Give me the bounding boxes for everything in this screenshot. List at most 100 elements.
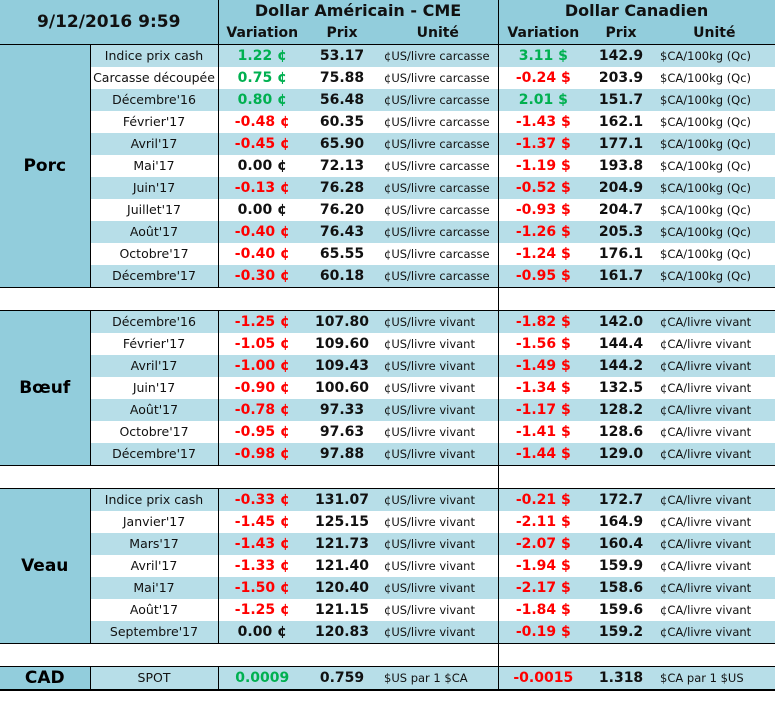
- spacer-cell: [0, 643, 499, 667]
- usd-price: 65.55: [306, 243, 379, 265]
- usd-variation: 0.00 ¢: [218, 155, 307, 177]
- usd-variation: -1.00 ¢: [218, 355, 307, 377]
- cad-variation: -0.24 $: [498, 67, 589, 89]
- usd-price: 109.60: [306, 333, 379, 355]
- usd-unit: ¢US/livre vivant: [378, 511, 499, 533]
- usd-unit: ¢US/livre vivant: [378, 621, 499, 644]
- cad-unit: ¢CA/livre vivant: [654, 399, 775, 421]
- cad-variation: 2.01 $: [498, 89, 589, 111]
- section-label-porc: Porc: [0, 44, 91, 288]
- cad-unit: ¢CA/livre vivant: [654, 555, 775, 577]
- cad-variation: -1.41 $: [498, 421, 589, 443]
- usd-price: 76.43: [306, 221, 379, 243]
- table-row: Août'17 -1.25 ¢ 121.15 ¢US/livre vivant -1.8…: [0, 599, 775, 621]
- usd-price: 60.18: [306, 265, 379, 288]
- usd-price: 125.15: [306, 511, 379, 533]
- cad-unit: $CA/100kg (Qc): [654, 221, 775, 243]
- section-spacer: [0, 465, 775, 489]
- contract-label: Août'17: [90, 221, 219, 243]
- usd-unit: ¢US/livre vivant: [378, 421, 499, 443]
- usd-unit: ¢US/livre carcasse: [378, 89, 499, 111]
- cad-price: 144.4: [588, 333, 655, 355]
- table-row: Octobre'17 -0.95 ¢ 97.63 ¢US/livre vivant -1…: [0, 421, 775, 443]
- cad-price: 159.9: [588, 555, 655, 577]
- contract-label: Mars'17: [90, 533, 219, 555]
- usd-unit: ¢US/livre carcasse: [378, 44, 499, 67]
- cad-price: 159.2: [588, 621, 655, 644]
- usd-variation: -1.43 ¢: [218, 533, 307, 555]
- usd-unit: ¢US/livre carcasse: [378, 155, 499, 177]
- usd-price: 65.90: [306, 133, 379, 155]
- section-label-veau: Veau: [0, 488, 91, 644]
- cad-price-header: Prix: [588, 22, 655, 45]
- contract-label: Août'17: [90, 599, 219, 621]
- table-row: Avril'17 -1.33 ¢ 121.40 ¢US/livre vivant -1.…: [0, 555, 775, 577]
- usd-variation-header: Variation: [218, 22, 307, 45]
- table-row: Août'17 -0.40 ¢ 76.43 ¢US/livre carcasse -1.…: [0, 221, 775, 243]
- usd-variation: -0.90 ¢: [218, 377, 307, 399]
- cad-unit: ¢CA/livre vivant: [654, 621, 775, 644]
- cad-variation: -1.19 $: [498, 155, 589, 177]
- usd-unit: ¢US/livre carcasse: [378, 177, 499, 199]
- contract-label: Août'17: [90, 399, 219, 421]
- cad-price: 151.7: [588, 89, 655, 111]
- cad-price: 205.3: [588, 221, 655, 243]
- cad-price: 176.1: [588, 243, 655, 265]
- contract-label: Avril'17: [90, 555, 219, 577]
- cad-unit: $CA/100kg (Qc): [654, 133, 775, 155]
- usd-variation: -1.45 ¢: [218, 511, 307, 533]
- usd-price: 76.20: [306, 199, 379, 221]
- table-row: Avril'17 -1.00 ¢ 109.43 ¢US/livre vivant -1.…: [0, 355, 775, 377]
- cad-price: 128.2: [588, 399, 655, 421]
- cad-variation: -0.21 $: [498, 488, 589, 511]
- contract-label: Janvier'17: [90, 511, 219, 533]
- contract-label: Avril'17: [90, 355, 219, 377]
- usd-unit: ¢US/livre carcasse: [378, 133, 499, 155]
- usd-variation: -1.25 ¢: [218, 310, 307, 333]
- usd-variation: -0.45 ¢: [218, 133, 307, 155]
- spacer-cell: [0, 287, 499, 311]
- cad-variation: -2.07 $: [498, 533, 589, 555]
- cad-price: 1.318: [588, 666, 655, 691]
- cad-price: 204.7: [588, 199, 655, 221]
- contract-label: Indice prix cash: [90, 488, 219, 511]
- section-label-cad: CAD: [0, 666, 91, 691]
- spacer-cell: [0, 465, 499, 489]
- contract-label: Carcasse découpée: [90, 67, 219, 89]
- usd-unit: ¢US/livre vivant: [378, 333, 499, 355]
- contract-label: Décembre'16: [90, 89, 219, 111]
- spacer-cell: [498, 465, 775, 489]
- cad-variation: -1.37 $: [498, 133, 589, 155]
- contract-label: Juin'17: [90, 177, 219, 199]
- usd-unit: ¢US/livre vivant: [378, 488, 499, 511]
- table-row: Février'17 -1.05 ¢ 109.60 ¢US/livre vivant -…: [0, 333, 775, 355]
- contract-label: Mai'17: [90, 155, 219, 177]
- usd-price: 107.80: [306, 310, 379, 333]
- cad-variation: -0.93 $: [498, 199, 589, 221]
- usd-price-header: Prix: [306, 22, 379, 45]
- cad-variation: -1.94 $: [498, 555, 589, 577]
- cad-variation: -0.95 $: [498, 265, 589, 288]
- contract-label: Décembre'17: [90, 265, 219, 288]
- table-row: Avril'17 -0.45 ¢ 65.90 ¢US/livre carcasse -1…: [0, 133, 775, 155]
- usd-price: 121.73: [306, 533, 379, 555]
- cad-unit: $CA/100kg (Qc): [654, 243, 775, 265]
- cad-variation: -1.49 $: [498, 355, 589, 377]
- cad-unit: ¢CA/livre vivant: [654, 577, 775, 599]
- cad-variation: -0.52 $: [498, 177, 589, 199]
- usd-unit-header: Unité: [378, 22, 499, 45]
- table-row: Mai'17 -1.50 ¢ 120.40 ¢US/livre vivant -2.17…: [0, 577, 775, 599]
- usd-price: 53.17: [306, 44, 379, 67]
- usd-variation: 0.0009: [218, 666, 307, 691]
- usd-price: 97.88: [306, 443, 379, 466]
- usd-price: 131.07: [306, 488, 379, 511]
- header-row-columns: Variation Prix Unité Variation Prix Unit…: [0, 22, 775, 45]
- usd-unit: ¢US/livre vivant: [378, 399, 499, 421]
- table-row: Janvier'17 -1.45 ¢ 125.15 ¢US/livre vivant -…: [0, 511, 775, 533]
- contract-label: Mai'17: [90, 577, 219, 599]
- usd-unit: ¢US/livre vivant: [378, 599, 499, 621]
- cad-price: 144.2: [588, 355, 655, 377]
- usd-variation: -0.98 ¢: [218, 443, 307, 466]
- table-row: Carcasse découpée 0.75 ¢ 75.88 ¢US/livre ca…: [0, 67, 775, 89]
- usd-unit: ¢US/livre carcasse: [378, 199, 499, 221]
